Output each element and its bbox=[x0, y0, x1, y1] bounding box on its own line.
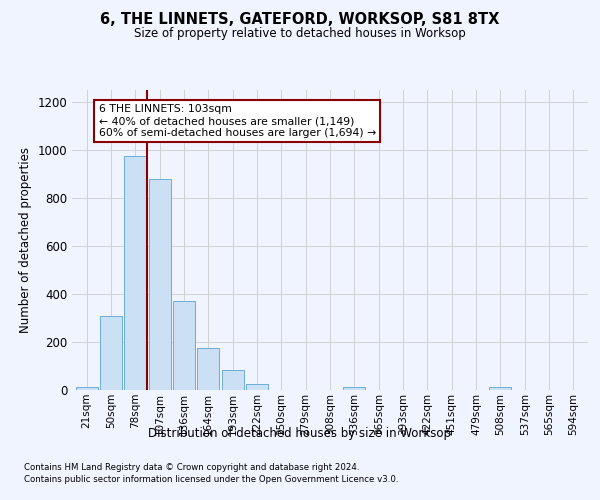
Text: Size of property relative to detached houses in Worksop: Size of property relative to detached ho… bbox=[134, 28, 466, 40]
Bar bbox=[173, 301, 195, 390]
Bar bbox=[76, 387, 98, 390]
Bar bbox=[149, 179, 170, 390]
Text: 6, THE LINNETS, GATEFORD, WORKSOP, S81 8TX: 6, THE LINNETS, GATEFORD, WORKSOP, S81 8… bbox=[100, 12, 500, 28]
Text: Contains HM Land Registry data © Crown copyright and database right 2024.: Contains HM Land Registry data © Crown c… bbox=[24, 464, 359, 472]
Bar bbox=[124, 156, 146, 390]
Bar bbox=[221, 370, 244, 390]
Bar bbox=[246, 384, 268, 390]
Bar bbox=[343, 387, 365, 390]
Text: Distribution of detached houses by size in Worksop: Distribution of detached houses by size … bbox=[149, 428, 452, 440]
Text: 6 THE LINNETS: 103sqm
← 40% of detached houses are smaller (1,149)
60% of semi-d: 6 THE LINNETS: 103sqm ← 40% of detached … bbox=[99, 104, 376, 138]
Bar bbox=[490, 387, 511, 390]
Y-axis label: Number of detached properties: Number of detached properties bbox=[19, 147, 32, 333]
Bar bbox=[100, 316, 122, 390]
Text: Contains public sector information licensed under the Open Government Licence v3: Contains public sector information licen… bbox=[24, 475, 398, 484]
Bar bbox=[197, 348, 219, 390]
